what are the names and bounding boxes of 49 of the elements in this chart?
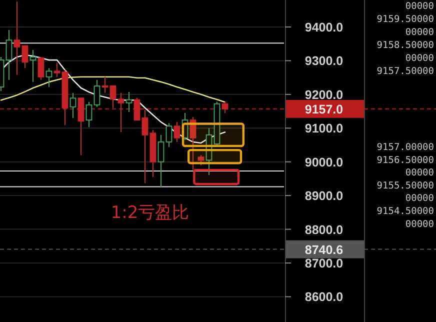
candlestick (126, 92, 132, 112)
candlestick (198, 154, 204, 166)
candlestick (158, 134, 164, 188)
text: 00000 (405, 218, 434, 230)
candlestick (70, 92, 76, 119)
candlestick (54, 62, 60, 78)
candlestick (86, 101, 92, 128)
text: 9156.50000 (376, 154, 434, 166)
candlestick (134, 97, 140, 121)
candlestick (190, 116, 196, 170)
candlestick (78, 98, 84, 156)
candlestick (38, 56, 44, 80)
candlestick (142, 109, 148, 184)
text: 9159.50000 (376, 14, 434, 25)
y-tick-label: 9000.0 (304, 155, 344, 170)
candlestick (174, 122, 180, 142)
candlestick (6, 30, 12, 80)
candlestick (22, 45, 28, 69)
text: 00000 (405, 53, 434, 64)
candlestick (166, 122, 172, 148)
candlestick (102, 76, 108, 94)
text: 9154.50000 (376, 206, 434, 217)
candlestick (222, 101, 228, 114)
y-tick-label: 9100.0 (304, 122, 344, 136)
text: 9155.50000 (376, 180, 434, 192)
y-tick-label: 8800.0 (304, 222, 344, 237)
candlestick (30, 49, 36, 82)
y-tick-label: 9200.0 (304, 88, 344, 102)
candlestick (118, 92, 124, 133)
y-tick-label: 9400.0 (304, 20, 344, 34)
y-tick-label: 8900.0 (304, 189, 344, 204)
y-tick-label: 8700.0 (304, 256, 344, 270)
candlestick (182, 112, 188, 140)
text: 9157.50000 (376, 66, 434, 77)
candlestick (14, 1, 20, 76)
text: 9157.00000 (376, 142, 434, 153)
annotation: 1:2亏盈比 (110, 203, 190, 223)
y-tick-label: 8600.0 (304, 290, 344, 304)
text: 00000 (405, 168, 434, 179)
text: 9158.50000 (376, 40, 434, 51)
text: 00000 (405, 193, 434, 204)
ref-line-label: 8740.6 (304, 242, 344, 257)
y-tick-label: 9300.0 (304, 54, 344, 68)
text: 00000 (405, 1, 434, 12)
candlestick (110, 85, 116, 108)
candlestick (94, 79, 100, 108)
ref-line-label: 9157.0 (304, 102, 344, 116)
text: 00000 (405, 27, 434, 38)
candlestick (46, 68, 52, 88)
